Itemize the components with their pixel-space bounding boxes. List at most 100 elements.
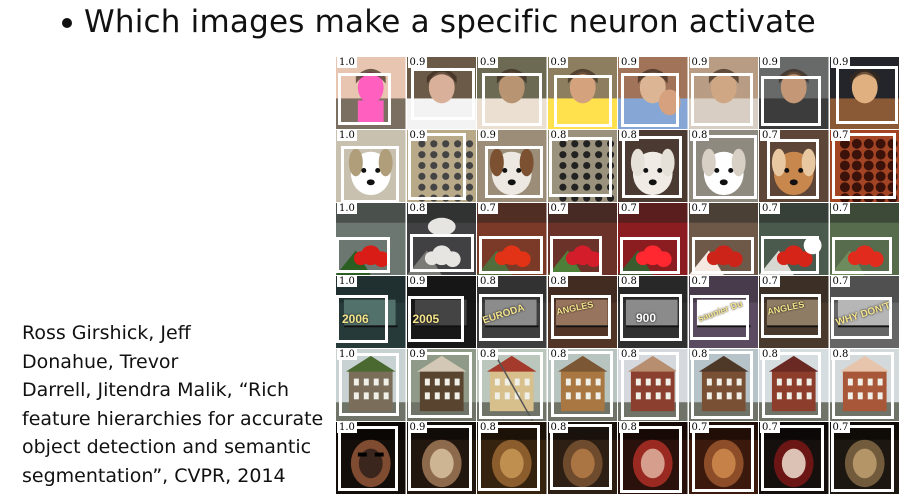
activation-score: 0.7: [478, 203, 498, 214]
citation-line: segmentation”, CVPR, 2014: [22, 464, 286, 487]
activation-image-tile: 0.7 saunier Du: [688, 276, 759, 349]
activation-image-icon: [618, 57, 688, 129]
activation-score: 0.8: [407, 203, 428, 214]
activation-image-tile: 0.9: [477, 130, 548, 203]
activation-score: 0.9: [407, 57, 428, 68]
activation-image-icon: [336, 130, 406, 202]
activation-image-tile: 0.9: [406, 422, 477, 495]
activation-image-tile: 1.0: [336, 349, 407, 422]
activation-score: 0.8: [760, 349, 780, 360]
activation-image-tile: 0.9 2005: [406, 276, 477, 349]
activation-image-tile: 0.7: [759, 203, 830, 276]
activation-image-tile: 0.8: [829, 349, 900, 422]
activation-image-icon: [547, 57, 617, 129]
activation-score: 0.8: [689, 130, 710, 141]
activation-image-tile: 0.8: [477, 349, 548, 422]
activation-score: 0.9: [478, 57, 498, 68]
activation-image-tile: 0.7: [759, 130, 830, 203]
activation-grid: 1.0 0.9 0.9 0.9 0.9 0.9 0.9 0.9 1.0 0.9 0.9 0.8 0.8 0…: [336, 57, 900, 495]
activation-image-tile: 0.7: [618, 203, 689, 276]
activation-score: 1.0: [337, 130, 357, 141]
activation-score: 0.9: [760, 57, 780, 68]
activation-score: 0.9: [407, 422, 428, 433]
activation-score: 0.7: [689, 203, 710, 214]
activation-score: 0.7: [760, 130, 780, 141]
activation-score: 0.7: [760, 276, 780, 287]
activation-score: 0.8: [478, 422, 498, 433]
activation-image-tile: 1.0: [336, 203, 407, 276]
activation-image-icon: [336, 422, 406, 494]
activation-score: 0.8: [619, 130, 639, 141]
activation-image-tile: 1.0 2006: [336, 276, 407, 349]
activation-image-grid: 1.0 0.9 0.9 0.9 0.9 0.9 0.9 0.9 1.0 0.9 0.9 0.8 0.8 0…: [336, 57, 900, 495]
tile-overlay-text: 900: [636, 311, 657, 325]
activation-image-icon: [477, 57, 547, 129]
citation-line: Ross Girshick, Jeff: [22, 322, 191, 344]
activation-score: 0.7: [830, 422, 851, 433]
activation-image-tile: 0.7 WHY DON'T: [829, 276, 900, 349]
activation-image-tile: 0.8: [688, 130, 759, 203]
activation-image-tile: 0.8: [547, 422, 618, 495]
activation-score: 1.0: [337, 276, 357, 287]
activation-score: 0.8: [689, 349, 710, 360]
activation-image-tile: 0.7: [829, 422, 900, 495]
citation-line: Donahue, Trevor: [22, 350, 179, 373]
slide-title: Which images make a specific neuron acti…: [62, 0, 816, 44]
activation-image-icon: [829, 422, 899, 494]
activation-image-icon: [477, 203, 547, 275]
activation-score: 0.7: [760, 203, 780, 214]
activation-image-icon: [618, 130, 688, 202]
activation-score: 1.0: [337, 422, 357, 433]
activation-score: 0.8: [548, 422, 569, 433]
activation-score: 0.7: [830, 203, 851, 214]
activation-image-tile: 0.9: [406, 130, 477, 203]
activation-image-tile: 0.9: [406, 57, 477, 130]
citation-line: object detection and semantic: [22, 436, 312, 458]
activation-image-tile: 0.8: [618, 422, 689, 495]
activation-score: 0.9: [830, 57, 851, 68]
activation-image-tile: 0.8: [406, 203, 477, 276]
activation-image-tile: 0.7: [829, 203, 900, 276]
activation-image-tile: 0.8: [618, 130, 689, 203]
activation-image-tile: 0.7: [688, 203, 759, 276]
activation-image-tile: 0.9: [547, 57, 618, 130]
activation-image-tile: 0.9: [618, 57, 689, 130]
activation-image-tile: 0.7: [759, 422, 830, 495]
tile-overlay-text: 2005: [412, 312, 440, 326]
activation-score: 0.7: [619, 203, 639, 214]
activation-image-tile: 0.9: [477, 57, 548, 130]
activation-score: 0.7: [689, 422, 710, 433]
activation-image-icon: [477, 422, 547, 494]
activation-image-icon: [547, 130, 617, 202]
activation-score: 1.0: [337, 57, 357, 68]
activation-score: 0.9: [548, 57, 569, 68]
activation-image-icon: [547, 422, 617, 494]
activation-score: 0.8: [619, 422, 639, 433]
activation-image-icon: [406, 203, 476, 275]
activation-score: 0.7: [548, 203, 569, 214]
activation-image-tile: 0.8: [547, 130, 618, 203]
tile-overlay-text: 2006: [342, 312, 369, 326]
activation-image-tile: 0.9: [406, 349, 477, 422]
activation-image-icon: [477, 276, 547, 348]
activation-score: 0.8: [548, 349, 569, 360]
activation-image-tile: 0.8 900: [618, 276, 689, 349]
activation-image-tile: 0.7: [688, 422, 759, 495]
activation-image-icon: [477, 130, 547, 202]
activation-score: 0.8: [830, 349, 851, 360]
activation-image-tile: 1.0: [336, 130, 407, 203]
activation-image-tile: 0.7: [477, 203, 548, 276]
activation-score: 0.8: [619, 349, 639, 360]
activation-image-icon: [688, 422, 758, 494]
activation-image-tile: 0.8 ANGLES: [547, 276, 618, 349]
activation-score: 1.0: [337, 203, 357, 214]
activation-image-tile: 0.8: [618, 349, 689, 422]
activation-image-tile: 0.8 EURODA: [477, 276, 548, 349]
activation-image-icon: [618, 349, 688, 421]
activation-image-icon: [759, 422, 829, 494]
activation-image-tile: 0.7: [829, 130, 900, 203]
activation-score: 0.9: [407, 276, 428, 287]
activation-score: 0.9: [407, 349, 428, 360]
activation-image-icon: [688, 130, 758, 202]
activation-image-tile: 0.7: [547, 203, 618, 276]
